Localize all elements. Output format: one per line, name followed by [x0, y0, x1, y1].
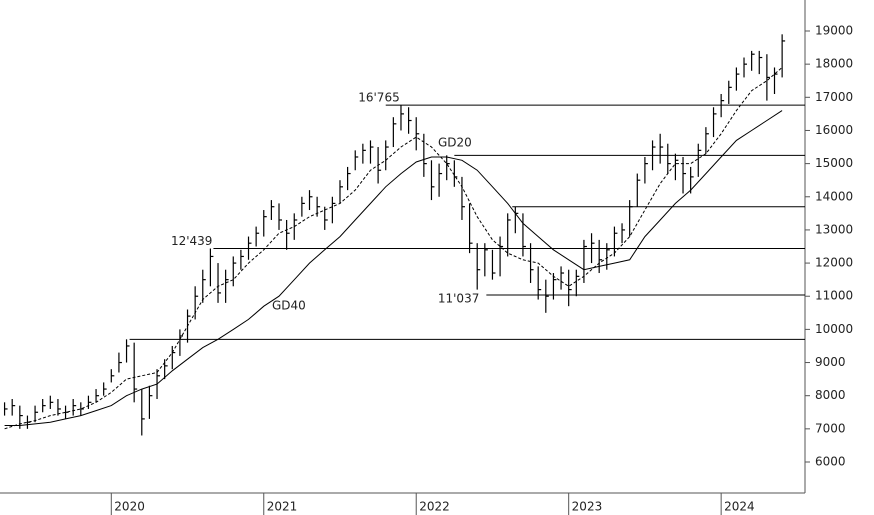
y-tick-label: 7000 — [815, 421, 846, 435]
x-tick-label: 2020 — [114, 500, 145, 514]
level-label: 12'439 — [171, 234, 212, 248]
level-label: 16'765 — [358, 91, 399, 105]
x-tick-label: 2022 — [419, 500, 450, 514]
moving-average-label: GD40 — [272, 299, 306, 313]
y-tick-label: 18000 — [815, 57, 853, 71]
x-tick-label: 2024 — [724, 500, 755, 514]
moving-average — [4, 110, 783, 426]
y-tick-label: 8000 — [815, 388, 846, 402]
y-tick-label: 19000 — [815, 23, 853, 37]
moving-average-label: GD20 — [438, 136, 472, 150]
y-tick-label: 12000 — [815, 256, 853, 270]
level-label: 11'037 — [438, 292, 479, 306]
y-tick-label: 16000 — [815, 123, 853, 137]
y-tick-label: 13000 — [815, 222, 853, 236]
y-tick-label: 9000 — [815, 355, 846, 369]
y-tick-label: 11000 — [815, 289, 853, 303]
x-tick-label: 2023 — [572, 500, 603, 514]
y-tick-label: 10000 — [815, 322, 853, 336]
y-tick-label: 15000 — [815, 156, 853, 170]
y-tick-label: 14000 — [815, 189, 853, 203]
x-tick-label: 2021 — [267, 500, 298, 514]
y-tick-label: 6000 — [815, 455, 846, 469]
y-tick-label: 17000 — [815, 90, 853, 104]
